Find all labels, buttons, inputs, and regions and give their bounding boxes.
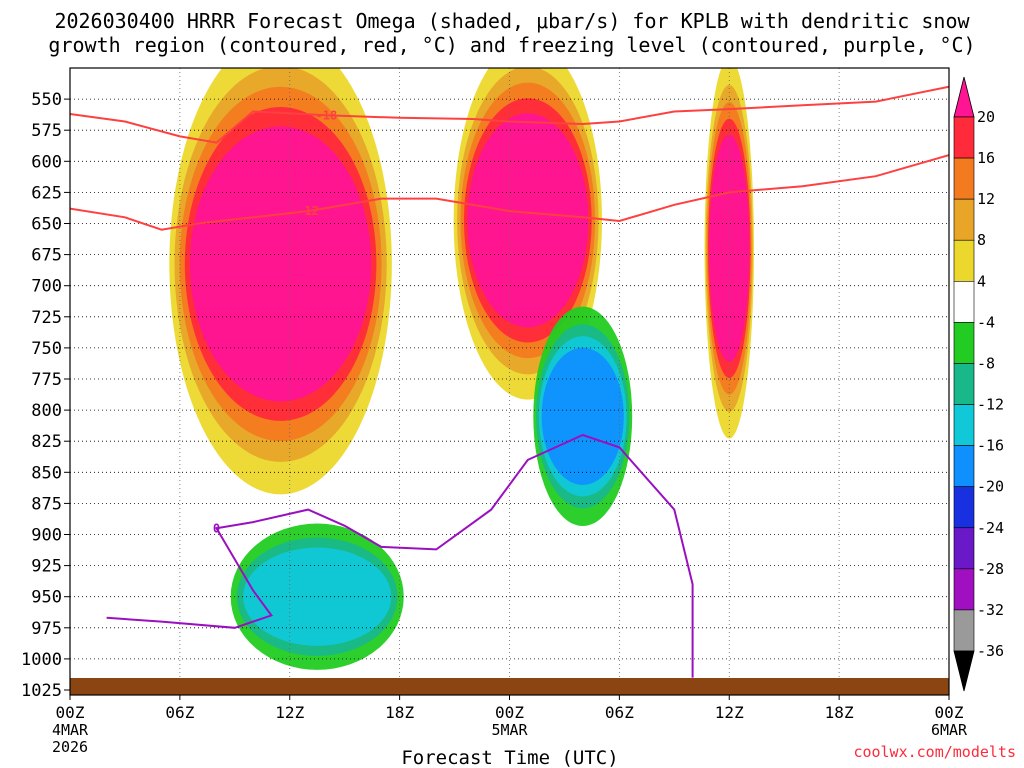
dgz-contour-0-line [70,85,949,144]
x-tick-label-30: 06Z [605,703,634,722]
colorbar-seg-0 [953,116,975,159]
colorbar-seg-6 [953,363,975,405]
y-tick-label-750: 750 [31,339,62,359]
y-tick-label-775: 775 [31,370,62,390]
terrain-ground [70,678,949,695]
colorbar-label-4: 4 [977,272,986,290]
y-tick-label-1025: 1025 [21,681,62,701]
x-axis-label: Forecast Time (UTC) [401,747,618,768]
y-tick-label-1000: 1000 [21,650,62,670]
colorbar-seg-12 [953,609,975,652]
x-tick-label-0: 00Z [56,703,85,722]
x-tick-sub-24: 5MAR [491,721,528,739]
x-tick-label-42: 18Z [825,703,854,722]
colorbar-label-10: -24 [977,519,1004,537]
colorbar: 20 16 12 8 4 -4 -8 -12 -16 -20 -24 -28 -32 -36 [953,76,1004,692]
colorbar-label-0: 20 [977,108,995,126]
y-tick-label-975: 975 [31,619,62,639]
freezing-level-contour-label: 0 [213,521,220,535]
x-tick-sub-0: 4MAR [52,721,89,739]
colorbar-seg-3 [953,239,975,282]
y-axis-ticks: 550 575 600 625 650 675 700 725 750 775 800 825 850 8… [21,90,70,701]
y-tick-label-850: 850 [31,463,62,483]
y-tick-label-725: 725 [31,308,62,328]
colorbar-label-13: -36 [977,642,1004,660]
colorbar-label-3: 8 [977,231,986,249]
colorbar-label-2: 12 [977,190,995,208]
y-tick-label-675: 675 [31,246,62,266]
y-tick-label-875: 875 [31,494,62,514]
y-tick-label-600: 600 [31,152,62,172]
colorbar-label-1: 16 [977,149,995,167]
y-tick-label-650: 650 [31,215,62,235]
x-tick-label-12: 12Z [275,703,304,722]
colorbar-label-5: -4 [977,313,995,331]
x-tick-label-48: 00Z [935,703,964,722]
colorbar-seg-5 [953,322,975,364]
x-tick-label-36: 12Z [715,703,744,722]
y-tick-label-950: 950 [31,588,62,608]
colorbar-seg-7 [953,404,975,446]
freezing-level-contour-line [106,433,694,678]
x-tick-label-6: 06Z [165,703,194,722]
omega-shade-downward-low-level-2 [243,547,392,646]
x-tick-sub-48: 6MAR [931,721,968,739]
colorbar-seg-2 [953,198,975,241]
colorbar-label-6: -8 [977,354,995,372]
omega-shade-upward-core-1-4 [189,126,372,402]
colorbar-seg-8 [953,445,975,487]
y-tick-label-550: 550 [31,90,62,110]
colorbar-top-arrow [953,76,975,118]
dgz-contour-1-line [70,154,949,231]
colorbar-label-11: -28 [977,560,1004,578]
chart-title-line2: growth region (contoured, red, °C) and f… [48,33,975,57]
x-tick-sub2-0: 2026 [52,738,88,756]
colorbar-label-9: -20 [977,478,1004,496]
y-tick-label-625: 625 [31,183,62,203]
y-tick-label-925: 925 [31,557,62,577]
grid-lines [69,68,950,695]
chart-title-line1: 2026030400 HRRR Forecast Omega (shaded, … [54,9,970,33]
colorbar-seg-1 [953,157,975,200]
y-tick-label-825: 825 [31,432,62,452]
footer-credit: coolwx.com/modelts [853,743,1016,761]
dgz-contour-1-label: -12 [297,204,319,218]
colorbar-bottom-arrow [953,650,975,692]
y-tick-label-700: 700 [31,277,62,297]
colorbar-label-8: -16 [977,437,1004,455]
colorbar-seg-4 [953,281,975,323]
colorbar-seg-10 [953,527,975,570]
y-tick-label-900: 900 [31,526,62,546]
colorbar-seg-11 [953,568,975,611]
omega-shade-downward-core-1-3 [541,347,624,485]
contour-lines: -18 -12 0 [70,85,949,678]
x-tick-label-18: 18Z [385,703,414,722]
x-tick-label-24: 00Z [495,703,524,722]
y-tick-label-800: 800 [31,401,62,421]
colorbar-label-12: -32 [977,601,1004,619]
y-tick-label-575: 575 [31,121,62,141]
colorbar-seg-9 [953,486,975,529]
colorbar-label-7: -12 [977,396,1004,414]
dgz-contour-0-label: -18 [316,108,338,122]
omega-shade-upward-core-2-4 [467,113,589,328]
